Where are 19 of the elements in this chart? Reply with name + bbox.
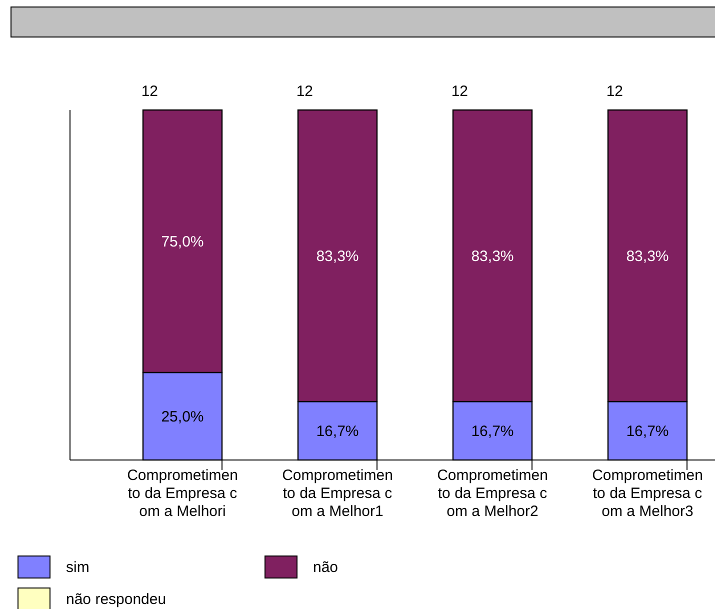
data-label: 83,3% <box>471 248 514 265</box>
data-label: 16,7% <box>471 422 514 440</box>
data-label: 83,3% <box>626 248 669 265</box>
data-label: 16,7% <box>626 422 669 440</box>
annotation: 12 <box>296 83 313 100</box>
annotation: 12 <box>451 83 468 100</box>
data-label: 25,0% <box>161 408 204 426</box>
annotation: 12 <box>141 83 158 100</box>
x-tick-label: Comprometimento da Empresa com a Melhor1 <box>282 467 393 520</box>
x-tick-label: Comprometimento da Empresa com a Melhori <box>127 467 238 520</box>
x-tick-label: Comprometimento da Empresa com a Melhor3 <box>592 467 703 520</box>
legend-label: não <box>313 559 338 576</box>
legend-label: sim <box>66 559 90 576</box>
legend-label: não respondeu <box>66 591 166 608</box>
x-tick-label: Comprometimento da Empresa com a Melhor2 <box>437 467 548 520</box>
annotation: 12 <box>606 83 623 100</box>
data-label: 83,3% <box>316 248 359 265</box>
data-label: 16,7% <box>316 422 359 440</box>
data-label: 75,0% <box>161 233 204 250</box>
